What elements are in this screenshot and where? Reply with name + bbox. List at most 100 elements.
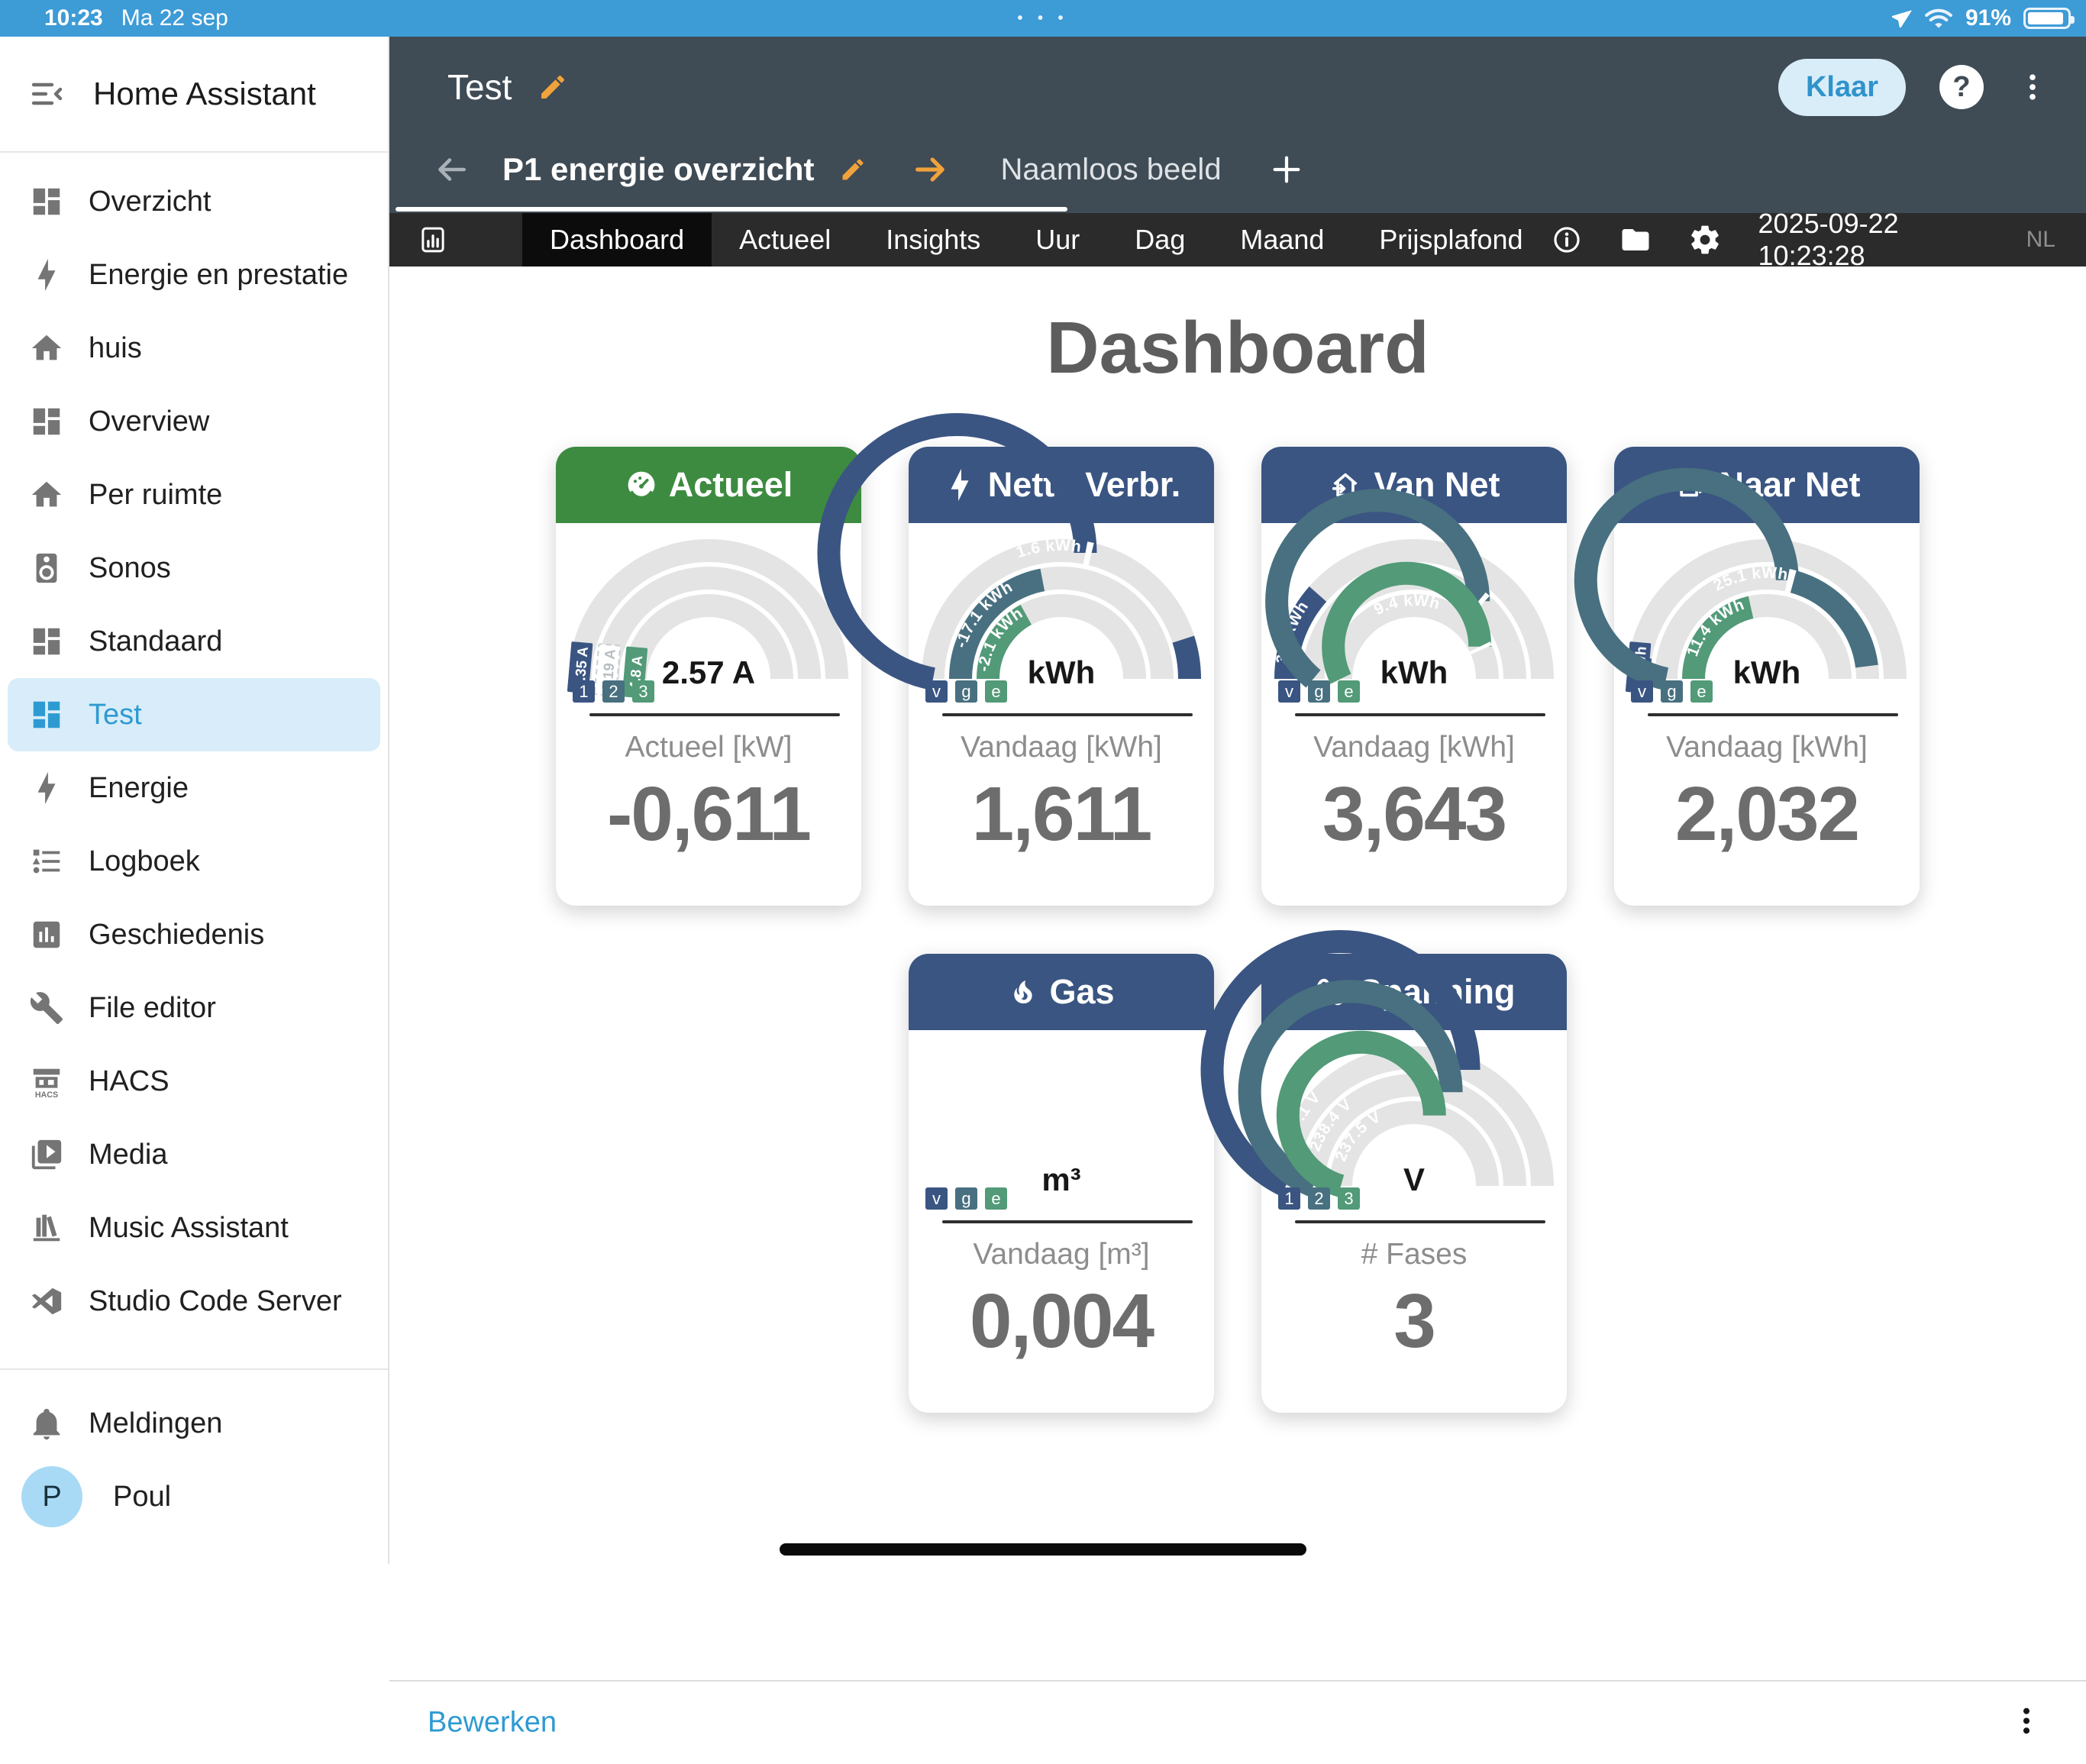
gauge-center-text: V: [1403, 1161, 1425, 1197]
folder-icon[interactable]: [1619, 224, 1652, 256]
tab-prijsplafond[interactable]: Prijsplafond: [1379, 224, 1523, 255]
edit-link[interactable]: Bewerken: [428, 1706, 557, 1739]
card-netto-verbr[interactable]: Netto Verbr. 1.6 kWh -17.1 kWh -2.1 kWh kW…: [817, 413, 1214, 906]
sidebar-item-profile[interactable]: P Poul: [8, 1460, 380, 1533]
info-icon[interactable]: [1551, 224, 1583, 256]
bookshelf-icon: [29, 1210, 64, 1245]
home-indicator-bar[interactable]: [780, 1543, 1306, 1556]
back-arrow-icon[interactable]: [432, 150, 470, 189]
sidebar-item-logboek[interactable]: Logboek: [8, 825, 380, 898]
card-divider: [942, 713, 1193, 716]
card-footer-label: Vandaag [kWh]: [961, 731, 1162, 764]
tab-maand[interactable]: Maand: [1240, 224, 1325, 255]
edit-view-pencil-icon[interactable]: [839, 156, 867, 183]
card-divider: [1295, 713, 1545, 716]
card-value: 3: [1393, 1278, 1436, 1364]
phase-badge: e: [985, 1187, 1007, 1210]
next-view-name[interactable]: Naamloos beeld: [1000, 152, 1222, 186]
card-header: Actueel: [556, 447, 861, 523]
gauge-area: 1.6 kWh -17.1 kWh -2.1 kWh kWh: [817, 413, 1201, 690]
sidebar-item-overzicht[interactable]: Overzicht: [8, 165, 380, 238]
main-area: Test Klaar ? P1 energie overzicht: [389, 37, 2086, 1764]
view-dashboard-icon: [29, 697, 64, 732]
card-actueel[interactable]: Actueel 2.35 A 0.19 A 4.8 A 2.57 A 1: [556, 447, 861, 906]
sidebar-item-studio-code-server[interactable]: Studio Code Server: [8, 1265, 380, 1338]
sidebar-item-sonos[interactable]: Sonos: [8, 531, 380, 605]
profile-name: Poul: [113, 1480, 172, 1513]
sidebar-item-energie[interactable]: Energie: [8, 751, 380, 825]
status-date: Ma 22 sep: [121, 5, 228, 31]
add-view-plus-icon[interactable]: [1269, 152, 1304, 187]
sidebar-item-overview[interactable]: Overview: [8, 385, 380, 458]
sidebar-item-media[interactable]: Media: [8, 1118, 380, 1191]
avatar: P: [21, 1466, 82, 1527]
flash-icon: [29, 257, 64, 292]
chart-panel-icon[interactable]: [417, 224, 449, 256]
list-icon: [29, 844, 64, 879]
fire-icon: [1008, 975, 1038, 1009]
tab-actueel[interactable]: Actueel: [739, 224, 831, 255]
menu-toggle-icon[interactable]: [29, 76, 66, 112]
bell-icon: [29, 1406, 64, 1441]
gauge-area: 237.1 V 238.4 V 237.5 V V: [1200, 930, 1554, 1197]
tab-uur[interactable]: Uur: [1035, 224, 1080, 255]
card-divider: [589, 713, 840, 716]
dashboard-tabbar: Dashboard Actueel Insights Uur Dag Maand Prijs…: [389, 208, 2086, 271]
forward-arrow-icon[interactable]: [911, 150, 951, 189]
tab-insights[interactable]: Insights: [886, 224, 981, 255]
svg-text:HACS: HACS: [35, 1090, 58, 1099]
help-button[interactable]: ?: [1939, 65, 1984, 109]
done-button[interactable]: Klaar: [1778, 58, 1906, 116]
phase-badge: e: [1338, 680, 1360, 703]
sidebar-item-geschiedenis[interactable]: Geschiedenis: [8, 898, 380, 971]
card-value: 0,004: [969, 1278, 1154, 1364]
overflow-menu-icon[interactable]: [2016, 70, 2049, 104]
sidebar-item-test[interactable]: Test: [8, 678, 380, 751]
edit-topbar: Test Klaar ? P1 energie overzicht: [389, 37, 2086, 213]
phase-badge: g: [1661, 680, 1683, 703]
location-icon: [1889, 7, 1912, 30]
sidebar-item-energie-en-prestatie[interactable]: Energie en prestatie: [8, 238, 380, 312]
sidebar-item-huis[interactable]: huis: [8, 312, 380, 385]
sidebar-item-meldingen[interactable]: Meldingen: [8, 1387, 380, 1460]
multitask-dots-indicator: • • •: [1017, 9, 1069, 27]
last-update-timestamp: 2025-09-22 10:23:28: [1758, 208, 1899, 271]
phase-badge: v: [1278, 680, 1300, 703]
gear-icon[interactable]: [1688, 223, 1722, 257]
gauge-center-text: kWh: [1732, 654, 1801, 690]
card-title: Actueel: [668, 465, 793, 504]
speaker-icon: [29, 551, 64, 586]
gauge-area: 3.6 kWh 8.0 kWh 9.4 kWh kWh: [1265, 489, 1554, 690]
gauge-center-text: kWh: [1027, 654, 1096, 690]
sidebar-item-file-editor[interactable]: File editor: [8, 971, 380, 1045]
tab-dashboard[interactable]: Dashboard: [522, 213, 712, 267]
sidebar-item-per-ruimte[interactable]: Per ruimte: [8, 458, 380, 531]
footer-overflow-icon[interactable]: [2010, 1704, 2043, 1742]
edit-title-pencil-icon[interactable]: [538, 72, 568, 102]
phase-badge: 1: [1278, 1187, 1300, 1210]
view-dashboard-icon: [29, 184, 64, 219]
sidebar-item-music-assistant[interactable]: Music Assistant: [8, 1191, 380, 1265]
battery-icon: [2023, 8, 2075, 29]
phase-badge: g: [955, 680, 977, 703]
sidebar-item-hacs[interactable]: HACS HACS: [8, 1045, 380, 1118]
vscode-icon: [29, 1284, 64, 1319]
card-value: -0,611: [606, 771, 812, 857]
sidebar-item-standaard[interactable]: Standaard: [8, 605, 380, 678]
app-title: Home Assistant: [93, 76, 316, 111]
wrench-icon: [29, 990, 64, 1026]
bottom-toolbar: Bewerken: [389, 1680, 2086, 1764]
card-header: Gas: [909, 954, 1214, 1030]
tab-dag[interactable]: Dag: [1135, 224, 1186, 255]
phase-badge: g: [1308, 680, 1330, 703]
flash-icon: [942, 467, 977, 502]
page-title: Dashboard: [1046, 307, 1429, 389]
